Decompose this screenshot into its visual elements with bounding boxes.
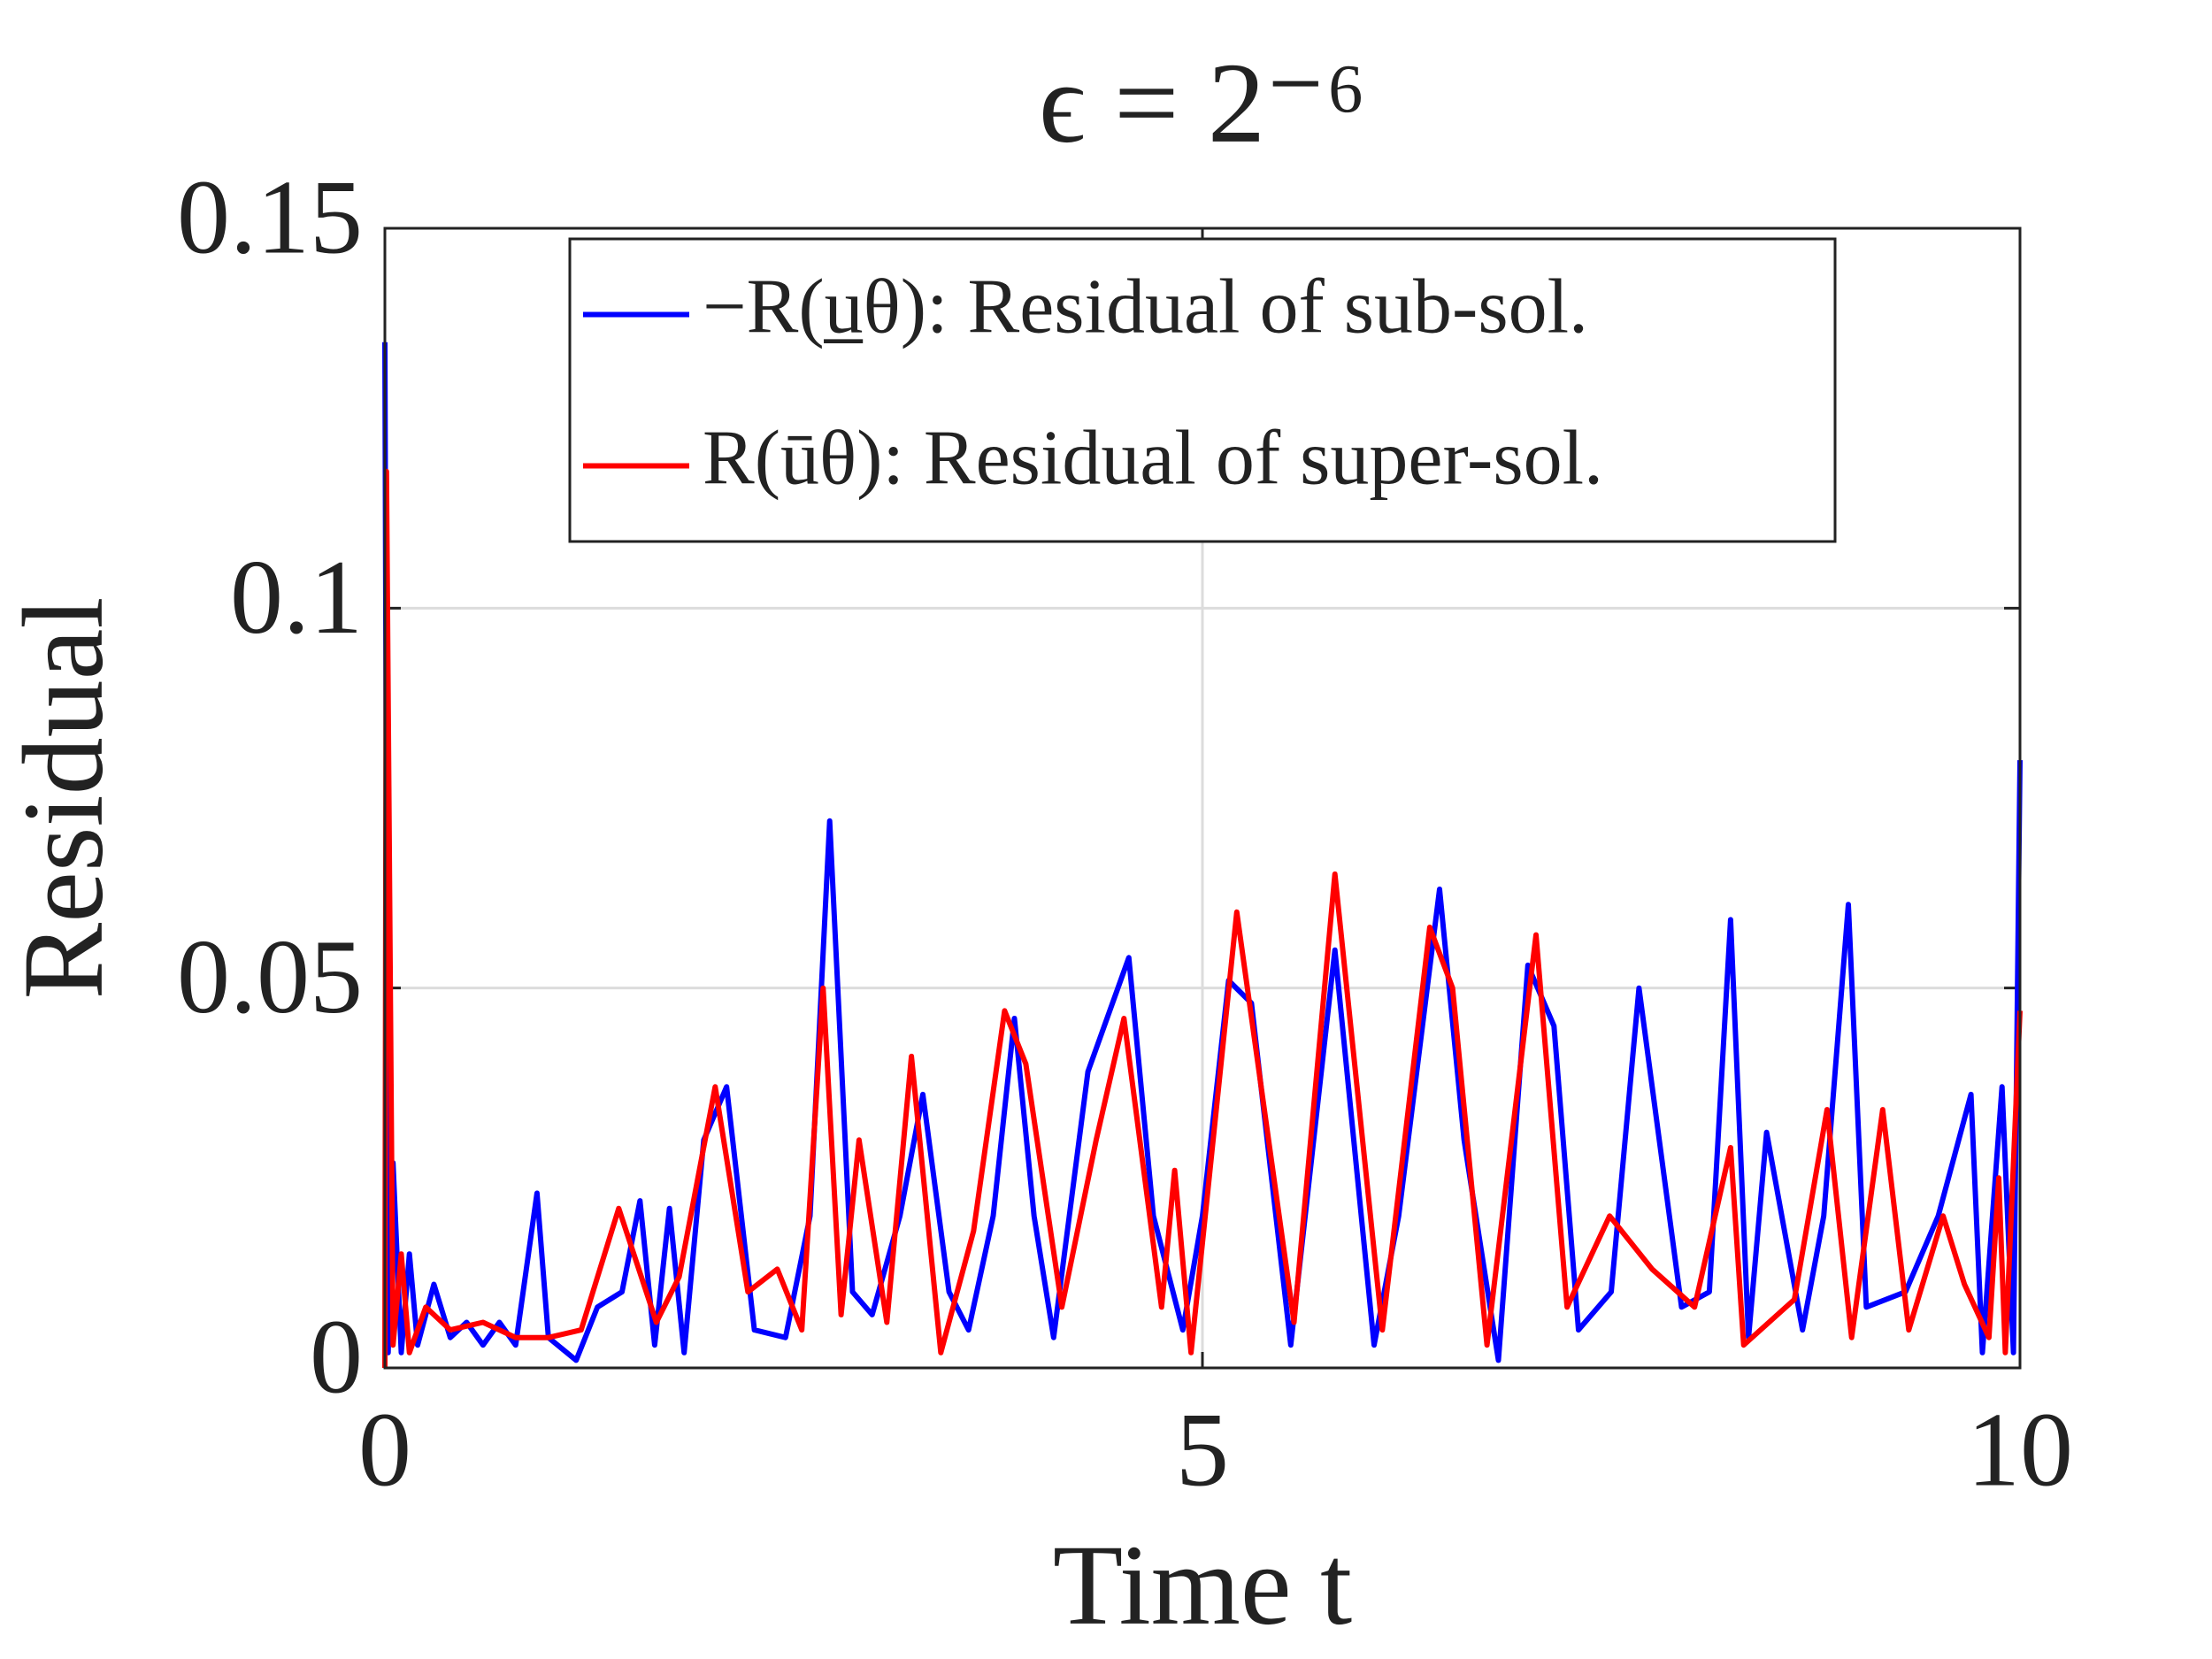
y-tick-label: 0.05 xyxy=(177,918,363,1035)
y-tick-label: 0.1 xyxy=(230,538,363,656)
legend-box xyxy=(568,237,1837,543)
legend-label: R(ūθ): Residual of super-sol. xyxy=(703,416,1603,502)
chart-title: ϵ = 2⁻⁶ xyxy=(1039,40,1366,167)
y-axis-label: Residual xyxy=(0,597,127,1000)
y-tick-label: 0 xyxy=(310,1298,363,1416)
x-tick-label: 0 xyxy=(358,1391,411,1509)
x-axis-label: Time t xyxy=(1053,1522,1352,1649)
legend-label: −R(u̲θ): Residual of sub-sol. xyxy=(703,265,1588,350)
y-tick-label: 0.15 xyxy=(177,158,363,276)
x-tick-label: 5 xyxy=(1176,1391,1229,1509)
plot-frame xyxy=(383,227,2022,1370)
x-tick-label: 10 xyxy=(1967,1391,2073,1509)
data-line xyxy=(382,342,2023,1363)
data-line xyxy=(382,468,2023,1369)
